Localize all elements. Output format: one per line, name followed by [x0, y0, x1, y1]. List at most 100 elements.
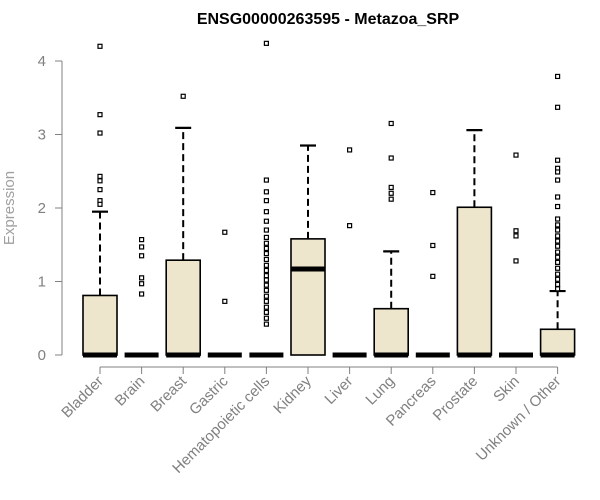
- outlier-point: [263, 262, 269, 268]
- outlier-point: [554, 259, 561, 265]
- outlier-point: [263, 250, 269, 257]
- outlier-point: [180, 93, 186, 99]
- x-tick-label: Liver: [321, 373, 356, 408]
- outlier-point: [263, 218, 269, 224]
- box-body: [373, 307, 410, 356]
- outlier-point: [554, 227, 561, 233]
- outlier-point: [554, 276, 561, 282]
- outlier-point: [263, 227, 269, 233]
- outlier-point: [222, 298, 228, 304]
- outlier-point: [263, 240, 269, 246]
- x-tick-label: Kidney: [270, 372, 315, 417]
- outlier-point: [513, 152, 519, 158]
- outlier-point: [263, 287, 269, 293]
- outlier-point: [554, 281, 561, 288]
- box-group: [456, 128, 493, 358]
- x-tick-label: Skin: [490, 373, 523, 406]
- outlier-point: [430, 189, 436, 196]
- y-tick-label: 1: [38, 274, 46, 291]
- box-group: [499, 152, 533, 358]
- y-tick-label: 3: [38, 127, 46, 144]
- x-tick-label: Breast: [147, 372, 190, 415]
- outlier-point: [263, 277, 269, 283]
- box-group: [165, 93, 201, 358]
- outlier-point: [554, 243, 561, 249]
- outlier-point: [263, 177, 269, 183]
- outlier-point: [263, 282, 269, 288]
- outlier-point: [263, 298, 269, 304]
- outlier-point: [554, 216, 561, 222]
- box-group: [82, 43, 118, 358]
- outlier-point: [97, 178, 103, 184]
- outlier-point: [263, 273, 269, 279]
- outlier-point: [388, 184, 394, 191]
- outlier-point: [554, 233, 561, 239]
- outlier-point: [263, 304, 269, 310]
- outlier-point: [513, 233, 519, 239]
- outlier-point: [554, 203, 561, 210]
- outlier-point: [97, 187, 103, 193]
- outlier-point: [554, 177, 561, 183]
- outlier-point: [513, 258, 519, 264]
- outlier-point: [554, 194, 561, 200]
- y-axis-label: Expression: [1, 171, 18, 245]
- outlier-point: [263, 267, 269, 274]
- outlier-point: [263, 189, 269, 195]
- box-group: [207, 229, 242, 358]
- box-body: [165, 259, 201, 356]
- outlier-point: [222, 229, 228, 235]
- box-body: [82, 294, 118, 356]
- outlier-point: [263, 256, 269, 263]
- outlier-point: [139, 244, 145, 250]
- outlier-point: [554, 271, 561, 277]
- outlier-point: [430, 242, 436, 249]
- outlier-point: [513, 228, 519, 234]
- box-group: [332, 147, 367, 358]
- outlier-point: [263, 315, 269, 321]
- y-tick-label: 0: [38, 347, 46, 364]
- outlier-point: [263, 293, 269, 299]
- y-axis: 0 1 2 3 4: [38, 53, 63, 364]
- outlier-point: [263, 245, 269, 252]
- chart-title: ENSG00000263595 - Metazoa_SRP: [197, 11, 460, 28]
- box-body: [456, 206, 493, 356]
- outlier-point: [388, 120, 394, 127]
- box-group: [249, 40, 284, 358]
- outlier-point: [139, 281, 145, 287]
- box-group: [290, 144, 326, 356]
- outlier-point: [139, 275, 145, 281]
- outlier-point: [554, 104, 561, 110]
- x-tick-label: Brain: [112, 373, 149, 410]
- box-body: [539, 328, 576, 356]
- x-tick-label: Bladder: [58, 373, 107, 422]
- boxes-layer: [82, 40, 576, 358]
- outlier-point: [263, 198, 269, 204]
- outlier-point: [347, 147, 353, 153]
- outlier-point: [554, 254, 561, 260]
- outlier-point: [97, 201, 103, 207]
- outlier-point: [263, 209, 269, 215]
- outlier-point: [97, 43, 103, 49]
- outlier-point: [388, 190, 394, 196]
- box-group: [124, 237, 159, 358]
- outlier-point: [97, 112, 103, 118]
- box-group: [373, 120, 410, 358]
- x-tick-label: Prostate: [430, 373, 482, 425]
- box-group: [539, 73, 576, 358]
- outlier-point: [263, 234, 269, 240]
- outlier-point: [139, 237, 145, 243]
- outlier-point: [97, 173, 103, 179]
- outlier-point: [430, 273, 436, 279]
- outlier-point: [263, 321, 269, 327]
- outlier-point: [347, 223, 353, 229]
- outlier-point: [388, 155, 394, 161]
- y-tick-label: 2: [38, 200, 46, 217]
- outlier-point: [263, 40, 269, 46]
- outlier-point: [554, 286, 561, 292]
- x-tick-label: Lung: [362, 373, 398, 409]
- outlier-point: [554, 265, 561, 271]
- outlier-point: [554, 238, 561, 244]
- outlier-point: [139, 291, 145, 297]
- outlier-point: [554, 249, 561, 255]
